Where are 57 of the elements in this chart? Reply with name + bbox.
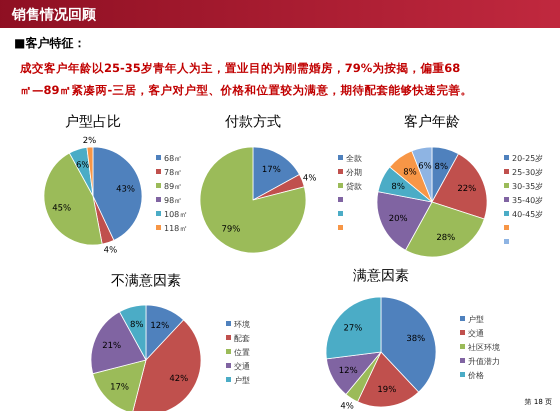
legend-label: 分期: [346, 168, 362, 177]
legend-label: 全款: [346, 154, 362, 163]
data-label: 27%: [343, 323, 362, 334]
legend-label: 贷款: [346, 182, 362, 191]
data-label: 45%: [52, 203, 72, 214]
legend-label: 35-40岁: [512, 196, 544, 205]
data-label: 22%: [457, 184, 476, 194]
data-label: 43%: [116, 184, 135, 195]
data-label: 8%: [403, 168, 417, 178]
legend-label: 户型: [234, 376, 250, 385]
legend-label: 位置: [234, 348, 250, 357]
data-label: 20%: [388, 214, 408, 224]
data-label: 38%: [406, 334, 426, 344]
data-label: 42%: [169, 374, 188, 384]
legend-label: 40-45岁: [512, 210, 544, 219]
data-label: 17%: [110, 382, 130, 392]
legend-label: 89㎡: [164, 182, 182, 191]
data-label: 28%: [436, 232, 456, 243]
legend-label: 20-25岁: [512, 154, 544, 163]
data-label: 21%: [102, 341, 122, 352]
legend-label: 108㎡: [164, 210, 188, 219]
data-label: 2%: [82, 136, 96, 146]
legend-label: 68㎡: [164, 154, 182, 163]
data-label: 79%: [221, 224, 240, 234]
text: ■客户特征：: [14, 36, 86, 50]
data-label: 12%: [338, 366, 358, 376]
legend-label: 78㎡: [164, 168, 182, 177]
legend-label: 环境: [234, 320, 250, 329]
data-label: 8%: [434, 162, 448, 172]
legend-label: 社区环境: [468, 343, 500, 352]
legend-label: 30-35岁: [512, 182, 544, 191]
text: 成交客户年龄以25-35岁青年人为主，置业目的为刚需婚房，79%为按揭，偏重68: [19, 61, 460, 75]
data-label: 12%: [150, 321, 170, 332]
data-label: 8%: [130, 320, 144, 330]
legend-label: 升值潜力: [468, 357, 500, 366]
data-label: 19%: [377, 384, 396, 395]
chart-title: 不满意因素: [111, 273, 181, 289]
text: 销售情况回顾: [11, 7, 97, 23]
chart-title: 客户年龄: [404, 114, 460, 130]
legend-label: 25-30岁: [512, 168, 544, 177]
data-label: 4%: [104, 246, 118, 256]
data-label: 4%: [340, 401, 354, 411]
text: ㎡—89㎡紧凑两-三居，客户对户型、价格和位置较为满意，期待配套能够快速完善。: [20, 83, 472, 97]
legend-label: 价格: [467, 371, 484, 380]
legend-label: 交通: [468, 329, 484, 338]
legend-label: 交通: [234, 362, 250, 371]
data-label: 4%: [302, 174, 316, 184]
data-label: 17%: [262, 164, 281, 175]
chart-title: 付款方式: [224, 114, 281, 130]
legend-label: 户型: [468, 315, 484, 324]
legend-label: 118㎡: [164, 224, 188, 233]
chart-title: 满意因素: [353, 268, 409, 284]
legend-label: 98㎡: [164, 196, 182, 205]
data-label: 8%: [391, 182, 405, 192]
legend-label: 配套: [234, 334, 250, 343]
data-label: 6%: [418, 161, 432, 172]
chart-title: 户型占比: [65, 114, 121, 130]
